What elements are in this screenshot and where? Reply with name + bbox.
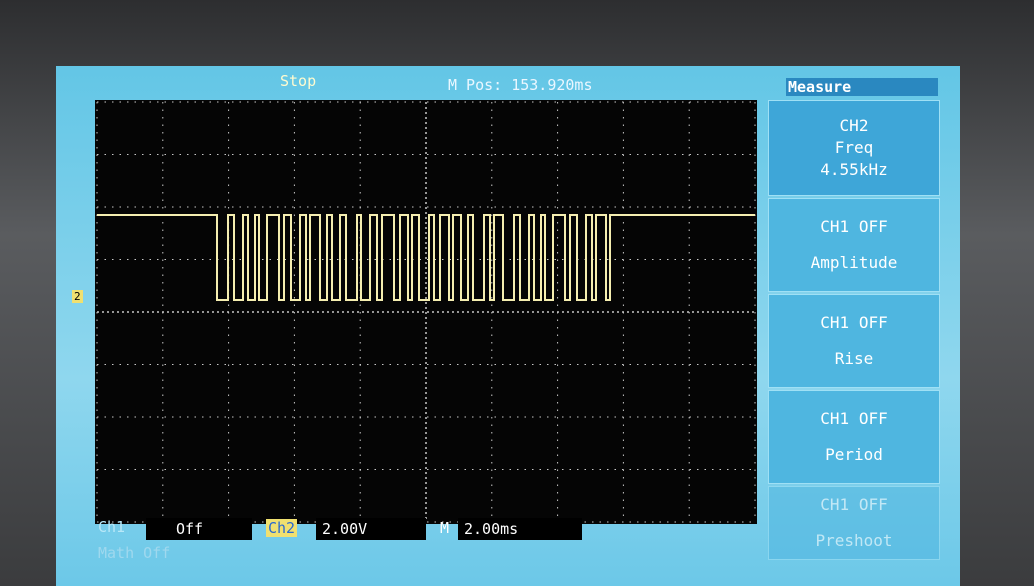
menu-line: CH1 OFF: [769, 408, 939, 430]
position: M Pos: 153.920ms: [448, 76, 593, 94]
menu-item[interactable]: CH1 OFF Rise: [768, 294, 940, 388]
math-status: Math Off: [98, 544, 170, 562]
waveform-display: [95, 100, 757, 524]
menu-line: Amplitude: [769, 252, 939, 274]
m-label: M: [440, 519, 449, 537]
menu-line: Freq: [769, 137, 939, 159]
menu-line: CH1 OFF: [769, 494, 939, 516]
menu-line: CH1 OFF: [769, 216, 939, 238]
m-value: 2.00ms: [458, 518, 582, 540]
status: Stop: [280, 72, 316, 90]
menu-item[interactable]: CH1 OFF Amplitude: [768, 198, 940, 292]
menu-line: Preshoot: [769, 530, 939, 552]
trigger-marker: 2: [72, 290, 83, 303]
menu-line: CH2: [769, 115, 939, 137]
menu-line: CH1 OFF: [769, 312, 939, 334]
ch1-label: Ch1: [98, 518, 125, 536]
ch2-value: 2.00V: [316, 518, 426, 540]
menu-item[interactable]: CH1 OFF Preshoot: [768, 486, 940, 560]
ch2-label: Ch2: [266, 519, 297, 537]
menu-line: 4.55kHz: [769, 159, 939, 181]
menu-item[interactable]: CH1 OFF Period: [768, 390, 940, 484]
page: Stop M Pos: 153.920ms Measure 2 CH2Freq4…: [0, 0, 1034, 586]
ch1-value: Off: [146, 518, 252, 540]
menu-line: Period: [769, 444, 939, 466]
menu-title: Measure: [786, 78, 938, 96]
menu-line: Rise: [769, 348, 939, 370]
